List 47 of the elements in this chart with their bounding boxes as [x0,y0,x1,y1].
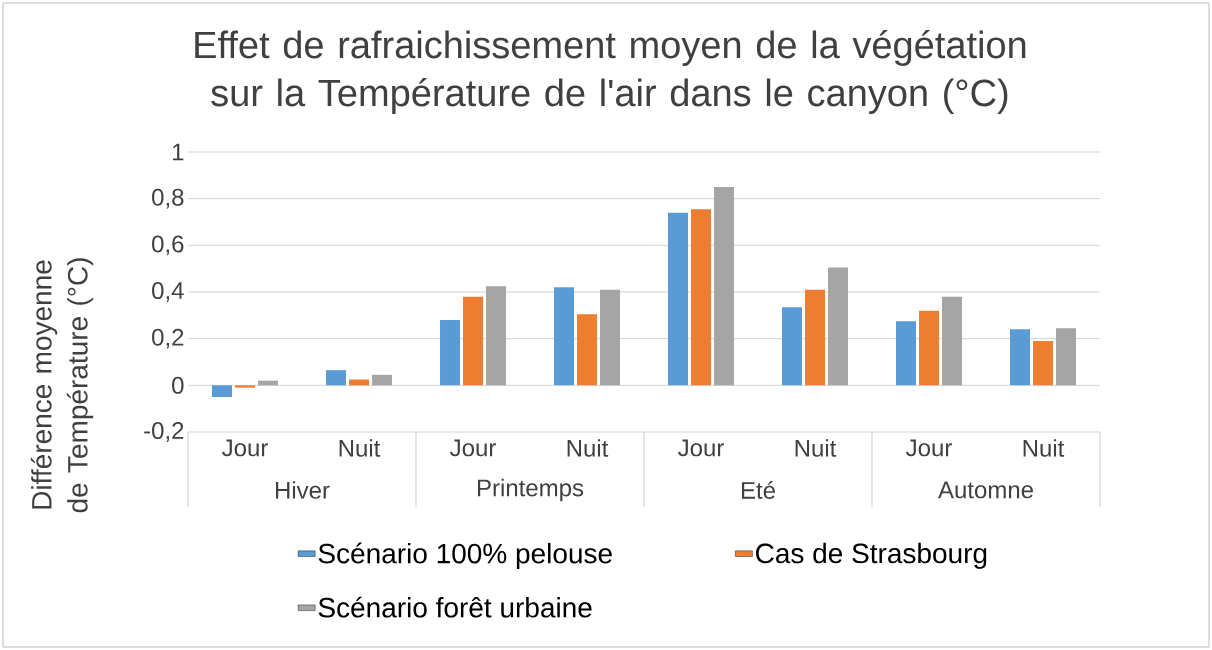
bar [668,212,689,386]
text: Eté [741,481,775,499]
chart-title: Effet de rafraichissement moyen de la végétation sur la Température de l'air dans le canyon (°C) [195,30,1026,114]
bar [440,319,461,386]
legend-label: Scénario forêt urbaine [318,596,592,618]
bar [1010,329,1030,386]
bar [691,209,712,386]
bar [714,186,735,386]
bar [1056,328,1076,386]
x-tick-label: Jour [678,439,724,457]
bar [235,385,256,388]
legend-label: Scénario 100% pelouse [318,542,612,570]
text: Automne [938,481,1033,499]
x-tick-label: Nuit [339,439,381,457]
y-tick-label: 0,8 [152,188,184,209]
bar [463,296,484,386]
bar [212,385,233,397]
x-tick-label: Nuit [795,439,837,457]
bar [372,374,393,386]
bar [326,370,347,386]
x-tick-label: Nuit [567,439,609,457]
y-axis-title: Différence moyenne de Température (°C) [30,258,94,513]
y-tick-label: 0,2 [152,328,184,349]
y-tick-label: -0,2 [144,422,184,442]
x-tick-label: Nuit [1023,439,1065,457]
x-tick-label: Jour [222,439,268,457]
bar [349,379,370,386]
y-tick-label: 0,6 [152,235,184,256]
bar [486,286,507,386]
y-tick-label: 0,4 [152,282,184,302]
bar [828,267,848,386]
bar [554,287,575,386]
bar [942,296,963,386]
bar [919,310,940,386]
bar [896,321,917,386]
y-tick-label: 1 [172,143,184,161]
x-tick-label: Jour [906,439,952,457]
text: Printemps [477,478,584,502]
text: Hiver [275,481,330,499]
y-tick-label: 0 [172,376,184,394]
bar [600,289,621,386]
bar [1033,340,1053,386]
legend-label: Cas de Strasbourg [756,542,987,569]
bar [577,314,598,386]
bar [805,289,825,386]
x-tick-label: Jour [450,439,496,457]
bar [782,307,802,386]
